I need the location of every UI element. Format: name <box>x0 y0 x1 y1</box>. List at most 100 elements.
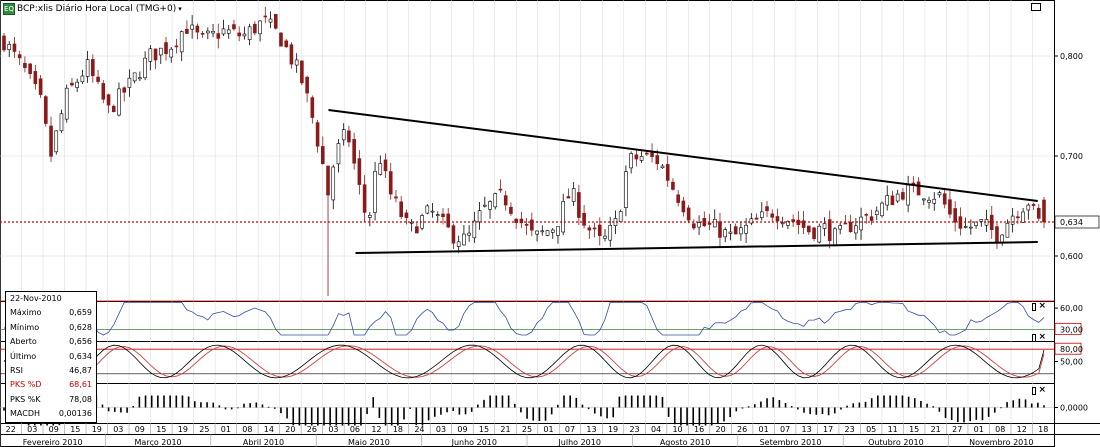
macd-bar <box>938 407 941 412</box>
candle-body <box>44 96 48 124</box>
macd-bar <box>267 406 270 408</box>
chevron-down-icon[interactable]: ▾ <box>178 4 182 13</box>
info-label: Mínimo <box>10 322 40 332</box>
x-tick-label: 15 <box>156 425 166 434</box>
x-tick-label: 18 <box>1038 425 1048 434</box>
macd-bar <box>538 407 541 422</box>
candle-body <box>435 214 440 216</box>
pks-d-line <box>3 345 1045 378</box>
macd-tick-label: 0,0000 <box>1060 404 1088 413</box>
candle-body <box>164 42 168 55</box>
candle-body <box>70 82 74 86</box>
candle-body <box>749 218 754 224</box>
candle-body <box>362 184 367 213</box>
x-tick-label: 27 <box>952 425 962 434</box>
candle-body <box>430 210 435 213</box>
candle-body <box>864 214 869 216</box>
macd-bar <box>569 395 571 408</box>
maximize-icon[interactable] <box>1032 386 1037 395</box>
candle-body <box>211 30 215 34</box>
x-tick-label: 12 <box>1017 425 1027 434</box>
candle-body <box>190 24 194 30</box>
candle-body <box>624 171 628 209</box>
x-tick-label: 26 <box>737 425 747 434</box>
close-icon[interactable]: × <box>1038 301 1046 311</box>
macd-bar <box>1006 402 1008 408</box>
candle-body <box>247 26 252 41</box>
macd-bar <box>489 395 491 408</box>
candle-body <box>916 181 921 196</box>
macd-bar <box>433 407 436 417</box>
candle-body <box>744 224 748 234</box>
candle-body <box>409 221 414 224</box>
close-icon[interactable]: × <box>1038 385 1046 395</box>
maximize-panel-icon[interactable] <box>1031 3 1041 11</box>
info-value: 0,00136 <box>58 409 92 419</box>
candle-body <box>1036 207 1041 219</box>
chart-title[interactable]: BCP:xlis Diário Hora Local (TMG+0) <box>17 3 177 14</box>
macd-bar <box>470 407 473 412</box>
candle-body <box>38 78 43 95</box>
candle-body <box>759 211 764 218</box>
pks-tick-label: 50,00 <box>1060 358 1083 367</box>
candle-body <box>650 152 654 157</box>
candle-body <box>456 241 461 247</box>
candle-body <box>786 220 790 226</box>
candle-body <box>854 225 858 234</box>
candle-body <box>305 76 309 94</box>
maximize-icon[interactable] <box>1032 333 1037 342</box>
macd-bar <box>323 407 325 426</box>
macd-bar <box>600 407 602 417</box>
macd-bar <box>723 407 725 422</box>
rsi-panel-controls[interactable]: × <box>1032 302 1046 311</box>
macd-bar <box>840 407 842 410</box>
candle-body <box>932 198 937 204</box>
macd-bar <box>120 407 122 413</box>
macd-bar <box>335 407 338 426</box>
trendline-lower <box>355 241 1038 254</box>
macd-bar <box>581 404 584 408</box>
candle-body <box>300 60 304 84</box>
macd-panel-controls[interactable]: × <box>1032 386 1046 395</box>
x-tick-label: 05 <box>866 425 876 434</box>
candle-body <box>320 146 325 165</box>
maximize-icon[interactable] <box>1032 302 1037 311</box>
candle-body <box>117 88 121 116</box>
macd-bar <box>1000 407 1002 409</box>
macd-bar <box>187 396 190 408</box>
candle-body <box>341 129 346 141</box>
candle-body <box>462 233 466 246</box>
macd-bar <box>181 395 184 408</box>
macd-bar <box>877 395 879 408</box>
info-value: 0,656 <box>69 337 92 347</box>
candle-body <box>582 212 586 226</box>
macd-bar <box>458 407 461 415</box>
macd-bar <box>3 407 5 411</box>
candle-body <box>1026 204 1031 211</box>
candle-body <box>942 193 947 205</box>
close-icon[interactable]: × <box>1038 332 1046 342</box>
macd-bar <box>895 395 898 408</box>
candle-body <box>665 164 670 181</box>
candle-body <box>874 210 879 216</box>
candle-body <box>472 220 477 239</box>
x-tick-label: 21 <box>931 425 941 434</box>
macd-bar <box>784 402 787 408</box>
macd-bar <box>655 395 658 408</box>
candle-body <box>629 153 633 169</box>
candle-body <box>368 215 372 218</box>
candle-body <box>138 77 142 80</box>
macd-bar <box>778 400 781 408</box>
info-label: PKS %K <box>10 394 41 404</box>
candle-body <box>2 35 6 51</box>
x-tick-label: 23 <box>629 425 639 434</box>
macd-bar <box>255 402 258 408</box>
macd-bar <box>907 396 910 408</box>
candle-body <box>179 31 184 53</box>
candle-body <box>963 226 968 228</box>
candle-body <box>7 44 12 50</box>
macd-bar <box>741 407 744 409</box>
pks-panel-controls[interactable]: × <box>1032 333 1046 342</box>
info-row: Aberto 0,656 <box>6 335 96 349</box>
